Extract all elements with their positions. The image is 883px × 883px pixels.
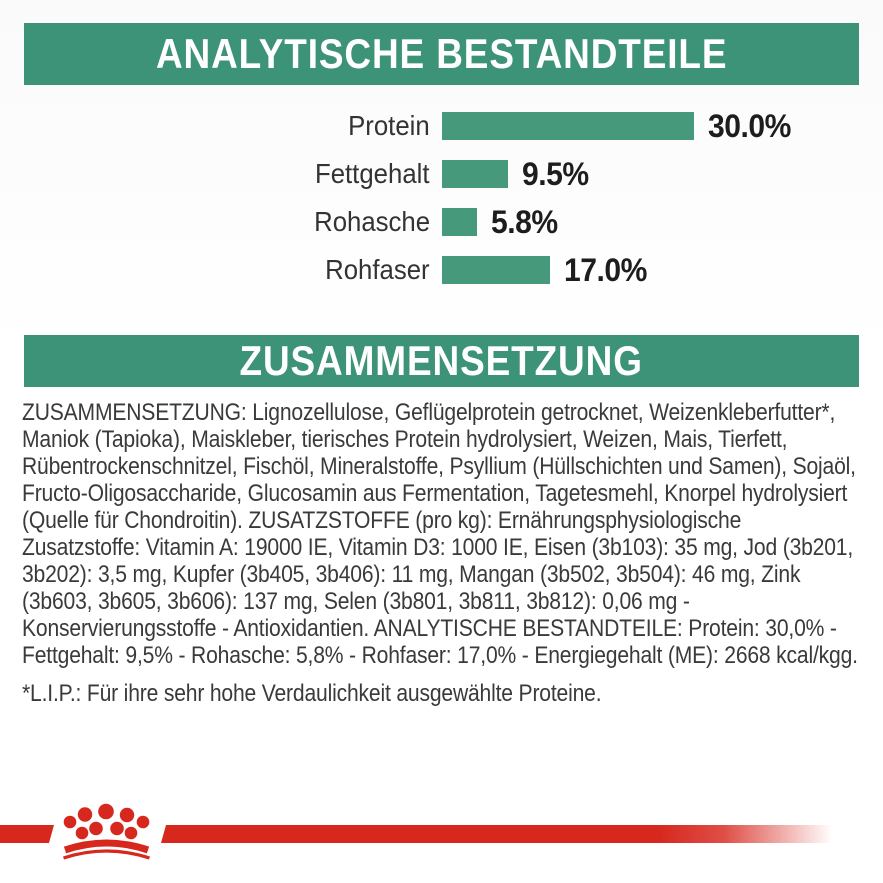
composition-text: ZUSAMMENSETZUNG: Lignozellulose, Geflüge… [22,399,858,669]
analytical-banner: ANALYTISCHE BESTANDTEILE [24,23,859,85]
crown-dots [63,803,150,840]
brand-stripe [0,825,883,843]
crown-arcs [63,839,150,860]
chart-bar [442,208,477,236]
chart-row: Rohasche 5.8% [0,204,883,240]
chart-bar [442,112,694,140]
chart-row: Rohfaser 17.0% [0,252,883,288]
chart-row: Protein 30.0% [0,108,883,144]
chart-bar-value: 30.0% [708,107,791,144]
brand-stripe-left-segment [0,825,54,843]
brand-stripe-right-segment [161,825,883,843]
analytical-banner-title: ANALYTISCHE BESTANDTEILE [155,30,728,77]
analytical-bar-chart: Protein 30.0% Fettgehalt 9.5% Rohasche 5.8% Ro… [0,108,883,304]
chart-row-label: Rohasche [313,206,430,237]
composition-banner: ZUSAMMENSETZUNG [24,335,859,387]
composition-banner-title: ZUSAMMENSETZUNG [239,337,644,384]
chart-row-label: Fettgehalt [315,158,430,189]
chart-row-label: Protein [348,110,430,141]
chart-bar-value: 17.0% [564,251,647,288]
chart-bar [442,256,550,284]
chart-row: Fettgehalt 9.5% [0,156,883,192]
chart-bar-value: 9.5% [522,155,589,192]
chart-bar-value: 5.8% [491,203,558,240]
lip-footnote-text: *L.I.P.: Für ihre sehr hohe Verdaulichke… [22,680,602,707]
chart-bar [442,160,508,188]
composition-body: ZUSAMMENSETZUNG: Lignozellulose, Geflüge… [22,399,862,707]
chart-row-label: Rohfaser [325,254,430,285]
royal-canin-crown-logo [63,803,150,860]
